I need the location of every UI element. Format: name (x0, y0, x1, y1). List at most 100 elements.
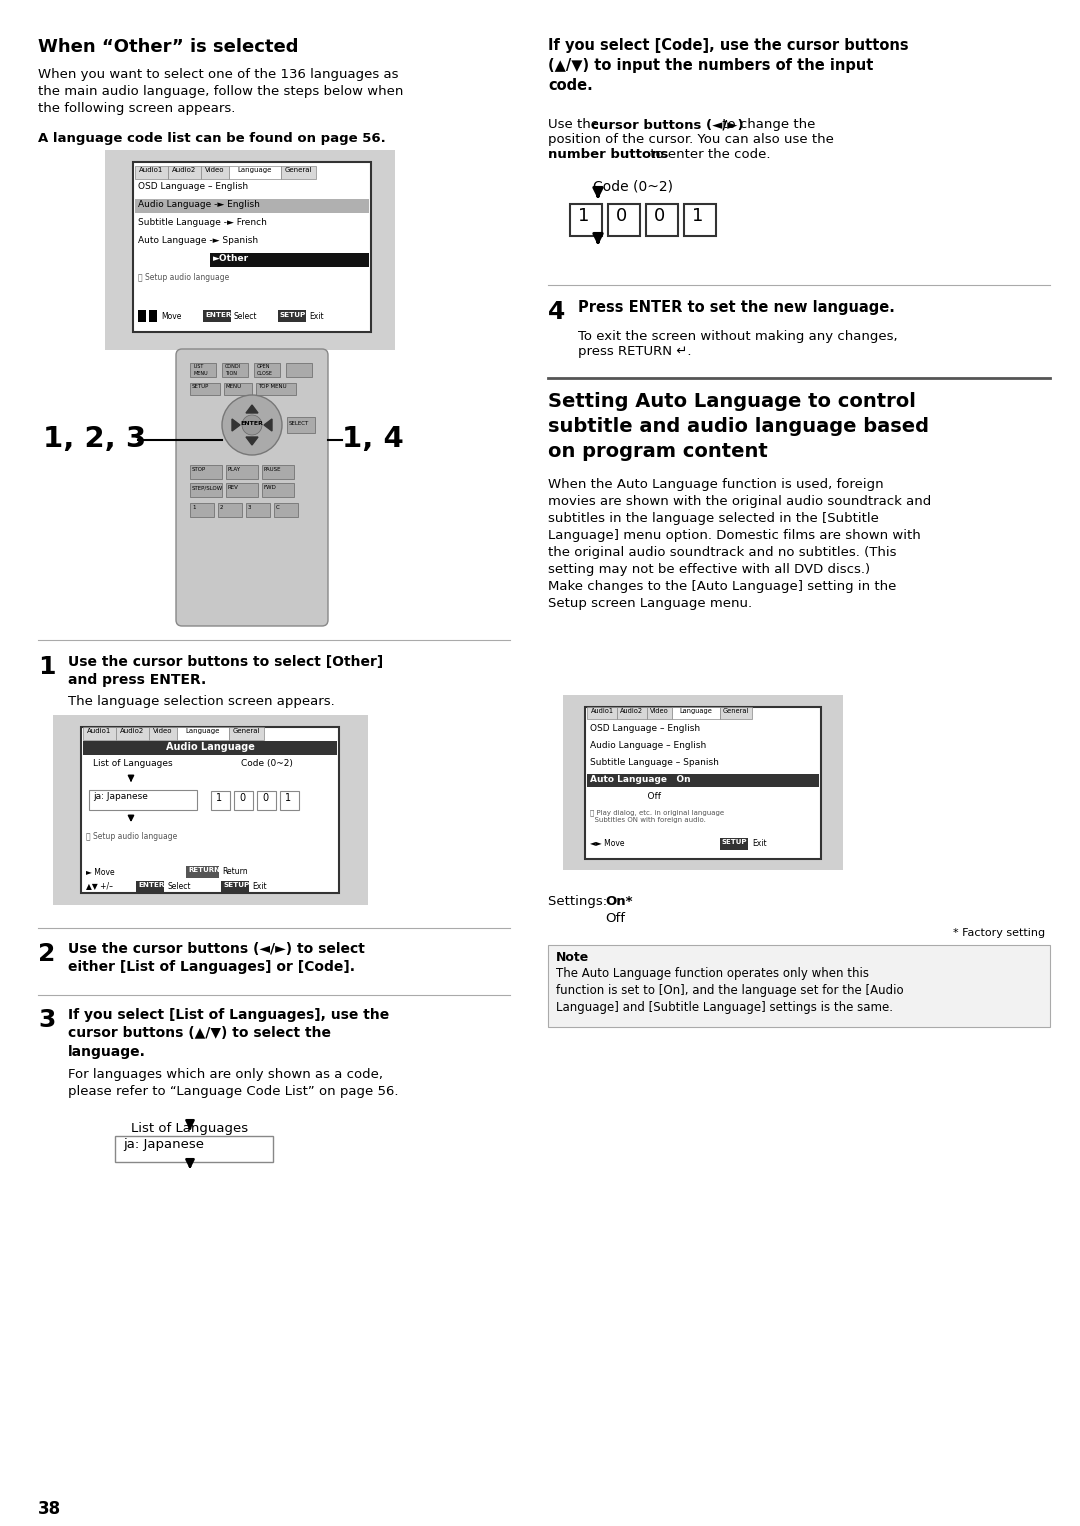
Text: LIST
MENU: LIST MENU (193, 365, 207, 375)
Bar (221, 881, 249, 893)
Text: When “Other” is selected: When “Other” is selected (38, 38, 298, 56)
Bar (224, 383, 252, 395)
Text: Video: Video (650, 708, 669, 714)
Bar (222, 363, 248, 377)
Bar (286, 363, 312, 377)
Text: ⓘ Setup audio language: ⓘ Setup audio language (86, 832, 177, 841)
Bar (278, 310, 306, 322)
Text: ENTER: ENTER (205, 311, 231, 317)
Text: Auto Language   On: Auto Language On (590, 775, 690, 784)
Bar (135, 166, 168, 179)
Text: PLAY: PLAY (228, 467, 241, 472)
Text: TOP MENU: TOP MENU (258, 385, 286, 389)
Text: cursor buttons (◄/►): cursor buttons (◄/►) (591, 118, 744, 131)
Bar (229, 166, 281, 179)
Text: to change the: to change the (718, 118, 815, 131)
Text: ▲▼ +/–: ▲▼ +/– (86, 881, 113, 890)
Bar (105, 150, 395, 349)
Text: 2: 2 (38, 942, 55, 966)
Bar (262, 484, 294, 497)
Text: Off: Off (605, 913, 625, 925)
Text: 4: 4 (548, 301, 565, 324)
Bar (149, 310, 157, 322)
Bar (281, 166, 316, 179)
Text: To exit the screen without making any changes,: To exit the screen without making any ch… (578, 330, 897, 343)
Text: Exit: Exit (752, 839, 767, 848)
Text: Language: Language (238, 166, 272, 172)
Bar (280, 790, 299, 810)
Text: Select: Select (167, 882, 190, 891)
Bar (190, 465, 222, 479)
Bar (138, 310, 146, 322)
Text: The Auto Language function operates only when this
function is set to [On], and : The Auto Language function operates only… (556, 967, 904, 1013)
Bar (81, 726, 339, 893)
Text: * Factory setting: * Factory setting (953, 928, 1045, 938)
Circle shape (222, 395, 282, 455)
Text: REV: REV (228, 485, 239, 490)
Bar (177, 726, 229, 740)
Bar (234, 790, 253, 810)
Text: 1: 1 (192, 505, 195, 510)
Text: 0: 0 (262, 794, 268, 803)
Text: Subtitle Language – Spanish: Subtitle Language – Spanish (590, 758, 719, 768)
Bar (190, 504, 214, 517)
Bar (190, 484, 222, 497)
Text: SETUP: SETUP (723, 839, 747, 845)
Text: Exit: Exit (252, 882, 267, 891)
Text: Audio1: Audio1 (591, 708, 613, 714)
Bar (114, 1135, 273, 1161)
Text: When you want to select one of the 136 languages as
the main audio language, fol: When you want to select one of the 136 l… (38, 69, 403, 114)
Text: STEP/SLOW: STEP/SLOW (192, 485, 224, 490)
Text: Audio2: Audio2 (620, 708, 644, 714)
Bar (647, 707, 672, 719)
Bar (672, 707, 720, 719)
Text: 1: 1 (285, 794, 292, 803)
Text: ⓘ Setup audio language: ⓘ Setup audio language (138, 273, 229, 282)
Bar (257, 790, 276, 810)
Bar (218, 504, 242, 517)
Text: Subtitles ON with foreign audio.: Subtitles ON with foreign audio. (590, 816, 706, 823)
Text: 2: 2 (220, 505, 224, 510)
Bar (256, 383, 296, 395)
Text: Code (0~2): Code (0~2) (241, 758, 293, 768)
Text: CONDI
TION: CONDI TION (225, 365, 241, 375)
Text: 0: 0 (616, 208, 627, 224)
Bar (226, 465, 258, 479)
Text: Move: Move (161, 311, 181, 320)
Text: SETUP: SETUP (280, 311, 307, 317)
Bar (720, 838, 748, 850)
Bar (53, 716, 368, 905)
Text: Audio2: Audio2 (173, 166, 197, 172)
Text: Use the: Use the (548, 118, 604, 131)
Text: Video: Video (205, 166, 225, 172)
Text: Settings:: Settings: (548, 896, 611, 908)
Text: List of Languages: List of Languages (93, 758, 173, 768)
Bar (246, 504, 270, 517)
Text: number buttons: number buttons (548, 148, 669, 162)
Text: 1: 1 (692, 208, 703, 224)
Bar (83, 742, 337, 755)
Text: If you select [Code], use the cursor buttons
(▲/▼) to input the numbers of the i: If you select [Code], use the cursor but… (548, 38, 908, 93)
Text: General: General (285, 166, 312, 172)
Bar (570, 204, 602, 237)
Text: Audio2: Audio2 (120, 728, 145, 734)
Text: 3: 3 (38, 1009, 55, 1032)
Text: Off: Off (590, 792, 661, 801)
Text: ja: Japanese: ja: Japanese (93, 792, 148, 801)
Text: Audio Language -► English: Audio Language -► English (138, 200, 260, 209)
Text: Exit: Exit (309, 311, 324, 320)
Bar (617, 707, 647, 719)
Text: Audio Language – English: Audio Language – English (590, 742, 706, 749)
Bar (203, 310, 231, 322)
Bar (608, 204, 640, 237)
Bar (83, 726, 116, 740)
Text: FWD: FWD (264, 485, 276, 490)
Bar (684, 204, 716, 237)
Text: Select: Select (234, 311, 257, 320)
Text: RETURN: RETURN (188, 867, 220, 873)
Bar (201, 166, 229, 179)
Bar (226, 484, 258, 497)
Text: ⓘ Play dialog, etc. in original language: ⓘ Play dialog, etc. in original language (590, 809, 724, 815)
Text: 1: 1 (578, 208, 590, 224)
Text: 3: 3 (248, 505, 252, 510)
